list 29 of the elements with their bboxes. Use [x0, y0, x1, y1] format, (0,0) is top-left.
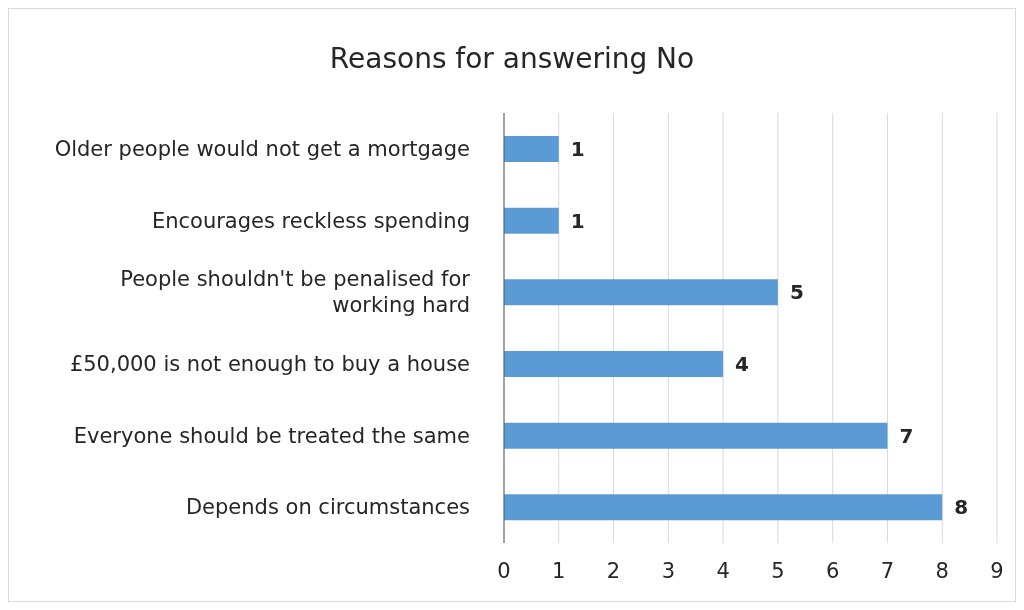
x-tick-label: 8: [935, 558, 949, 583]
y-tick-label: Depends on circumstances: [185, 495, 470, 520]
x-tick-label: 0: [497, 558, 511, 583]
bar: [504, 207, 559, 234]
data-label: 7: [899, 423, 914, 448]
x-tick-label: 1: [552, 558, 566, 583]
y-tick-label: Older people would not get a mortgage: [54, 136, 470, 161]
bar: [504, 136, 559, 162]
y-tick-label: Everyone should be treated the same: [73, 423, 470, 448]
y-tick-label: £50,000 is not enough to buy a house: [69, 351, 470, 376]
data-label: 8: [954, 495, 969, 520]
x-tick-label: 3: [661, 558, 676, 583]
bar: [504, 422, 888, 449]
bar: [504, 351, 724, 377]
x-tick-label: 6: [825, 558, 840, 583]
chart-title: Reasons for answering No: [328, 40, 696, 77]
x-tick-label: 5: [771, 558, 785, 583]
bar: [504, 279, 778, 306]
bar: [504, 494, 943, 521]
data-label: 4: [735, 352, 750, 377]
y-tick-label: People shouldn't be penalised for working hard: [120, 267, 471, 318]
data-label: 5: [789, 280, 804, 305]
x-tick-label: 9: [990, 558, 1004, 583]
data-label: 1: [570, 208, 585, 233]
x-tick-label: 7: [880, 558, 895, 583]
x-tick-label: 4: [716, 558, 730, 583]
y-tick-label: Encourages reckless spending: [151, 208, 470, 233]
x-tick-label: 2: [606, 558, 621, 583]
data-label: 1: [570, 137, 585, 162]
